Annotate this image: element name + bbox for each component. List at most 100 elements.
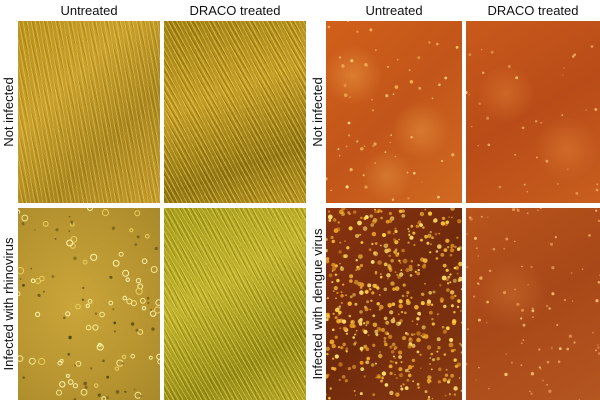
cell-texture (398, 238, 400, 241)
cell-texture (453, 311, 456, 314)
cell-texture (450, 246, 453, 249)
cell-texture (397, 252, 400, 255)
cell-texture (401, 294, 405, 298)
cell-texture (420, 238, 423, 242)
cell-texture (435, 250, 439, 253)
cell-texture (486, 321, 488, 324)
cell-texture (342, 326, 347, 331)
cell-texture (407, 373, 412, 378)
cell-texture (118, 251, 124, 257)
cell-texture (445, 220, 449, 224)
cell-texture (359, 263, 364, 268)
cell-texture (394, 155, 396, 157)
cell-texture (343, 84, 347, 87)
cell-texture (135, 328, 139, 332)
cell-texture (530, 265, 533, 269)
cell-texture (468, 216, 472, 219)
cell-texture (337, 306, 341, 310)
cell-texture (402, 258, 408, 264)
cell-texture (597, 219, 600, 223)
cell-texture (334, 264, 338, 268)
cell-texture (371, 109, 375, 112)
cell-texture (408, 230, 411, 233)
cell-texture (383, 337, 387, 340)
cell-texture (407, 197, 410, 200)
cell-texture (369, 308, 372, 311)
cell-texture (412, 231, 416, 235)
cell-texture (450, 349, 454, 353)
cell-texture (353, 390, 356, 392)
cell-texture (379, 351, 381, 353)
cell-texture (417, 263, 420, 267)
cell-texture (18, 355, 24, 362)
cell-texture (516, 302, 520, 306)
cell-texture (365, 324, 368, 327)
cell-texture (410, 259, 414, 263)
cell-texture (113, 321, 117, 325)
cell-texture (419, 367, 422, 369)
cell-texture (482, 71, 485, 74)
cell-texture (539, 208, 542, 210)
cell-texture (345, 347, 349, 351)
cell-texture (328, 397, 331, 400)
cell-texture (394, 286, 400, 291)
cell-texture (428, 396, 430, 398)
cell-texture (338, 310, 342, 315)
cell-texture (353, 210, 357, 214)
cell-texture (366, 356, 370, 361)
cell-texture (395, 377, 398, 380)
cell-texture (65, 373, 70, 378)
cell-texture (63, 316, 66, 320)
cell-texture (477, 318, 481, 322)
cell-texture (347, 121, 351, 125)
cell-texture (406, 171, 409, 174)
cell-texture (344, 379, 348, 383)
cell-texture (57, 360, 63, 366)
cell-texture (410, 135, 413, 139)
cell-texture (389, 390, 394, 396)
cell-texture (402, 283, 406, 287)
cell-texture (388, 211, 392, 216)
cell-texture (339, 266, 345, 271)
cell-texture (39, 275, 45, 282)
cell-texture (409, 267, 413, 272)
cell-texture (334, 335, 338, 339)
cell-texture (385, 94, 389, 98)
cell-texture (520, 308, 525, 312)
cell-texture (507, 65, 511, 68)
cell-texture (328, 273, 333, 278)
cell-texture (441, 325, 445, 329)
cell-texture (375, 333, 378, 336)
cell-texture (454, 319, 456, 322)
cell-texture (366, 65, 368, 67)
cell-texture (442, 263, 447, 268)
cell-texture (413, 243, 416, 247)
cell-texture (456, 236, 459, 239)
cell-texture (346, 246, 350, 250)
cell-texture (326, 248, 328, 253)
cell-texture (114, 366, 120, 371)
cell-texture (130, 353, 135, 359)
cell-texture (422, 332, 426, 337)
cell-texture (416, 382, 420, 386)
cell-texture (106, 396, 109, 399)
cell-texture (400, 361, 403, 364)
cell-texture (70, 220, 74, 224)
cell-texture (451, 153, 455, 157)
cell-texture (101, 396, 107, 400)
cell-texture (398, 259, 401, 262)
cell-texture (422, 226, 425, 229)
cell-texture (412, 365, 414, 368)
cell-texture (326, 346, 330, 351)
cell-texture (379, 275, 383, 279)
cell-texture (417, 222, 420, 225)
cell-texture (490, 50, 494, 54)
cell-texture (363, 329, 368, 334)
cell-texture (398, 373, 404, 378)
cell-texture (383, 340, 387, 343)
cell-texture (349, 274, 354, 279)
cell-texture (590, 45, 594, 48)
cell-texture (372, 217, 378, 223)
cell-texture (101, 209, 110, 217)
cell-texture (424, 234, 428, 239)
